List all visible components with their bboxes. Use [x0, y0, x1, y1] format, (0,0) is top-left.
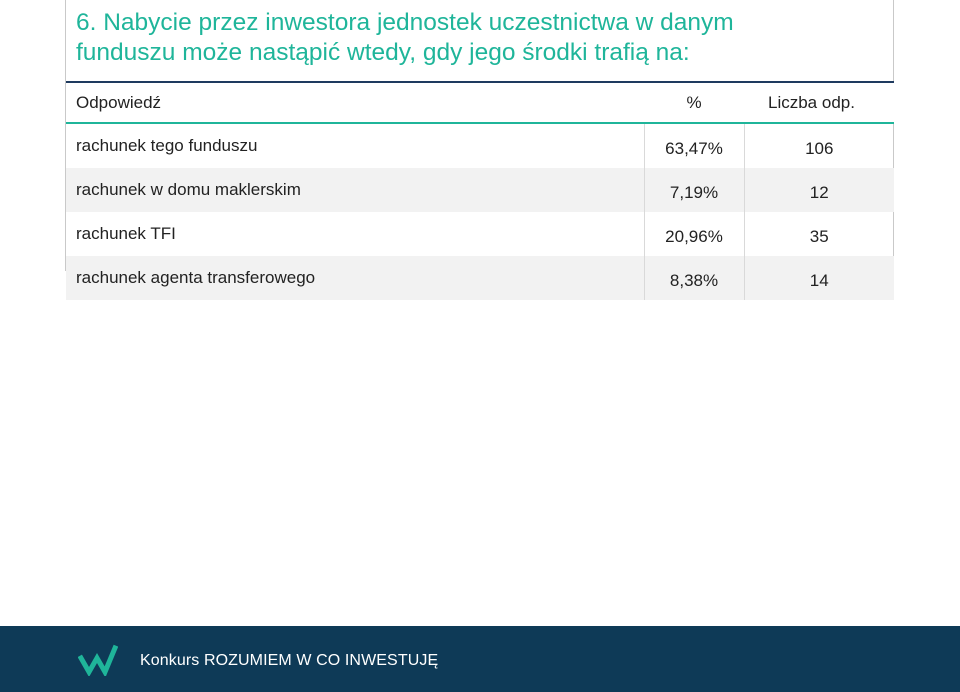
header-answer: Odpowiedź: [66, 81, 644, 124]
row-percent: 8,38%: [643, 256, 744, 300]
row-percent: 7,19%: [643, 168, 744, 212]
table-row: rachunek w domu maklerskim 7,19% 12: [66, 168, 894, 212]
table-row: rachunek tego funduszu 63,47% 106: [66, 123, 894, 168]
table-header-row: Odpowiedź % Liczba odp.: [66, 81, 894, 124]
slide-title-line-2: funduszu może nastąpić wtedy, gdy jego ś…: [76, 39, 690, 66]
footer-text: Konkurs ROZUMIEM W CO INWESTUJĘ: [140, 652, 439, 669]
row-count: 35: [743, 212, 894, 256]
results-table-wrapper: Odpowiedź % Liczba odp. rachunek tego fu…: [66, 81, 894, 300]
row-answer: rachunek agenta transferowego: [66, 256, 644, 300]
row-percent: 20,96%: [643, 212, 744, 256]
row-count: 106: [743, 123, 894, 168]
results-table: Odpowiedź % Liczba odp. rachunek tego fu…: [66, 81, 894, 300]
table-row: rachunek TFI 20,96% 35: [66, 212, 894, 256]
slide-title: 6. Nabycie przez inwestora jednostek ucz…: [76, 8, 876, 68]
table-row: rachunek agenta transferowego 8,38% 14: [66, 256, 894, 300]
row-percent: 63,47%: [643, 123, 744, 168]
row-count: 14: [743, 256, 894, 300]
header-percent: %: [644, 81, 744, 124]
row-answer: rachunek w domu maklerskim: [66, 168, 644, 212]
w-checkmark-logo-icon: [78, 644, 118, 676]
row-answer: rachunek TFI: [76, 224, 176, 243]
row-answer: rachunek tego funduszu: [76, 136, 258, 155]
row-count: 12: [743, 168, 894, 212]
footer-bar: Konkurs ROZUMIEM W CO INWESTUJĘ: [0, 626, 960, 692]
slide-title-line-1: 6. Nabycie przez inwestora jednostek ucz…: [76, 9, 734, 36]
header-count: Liczba odp.: [744, 81, 894, 124]
